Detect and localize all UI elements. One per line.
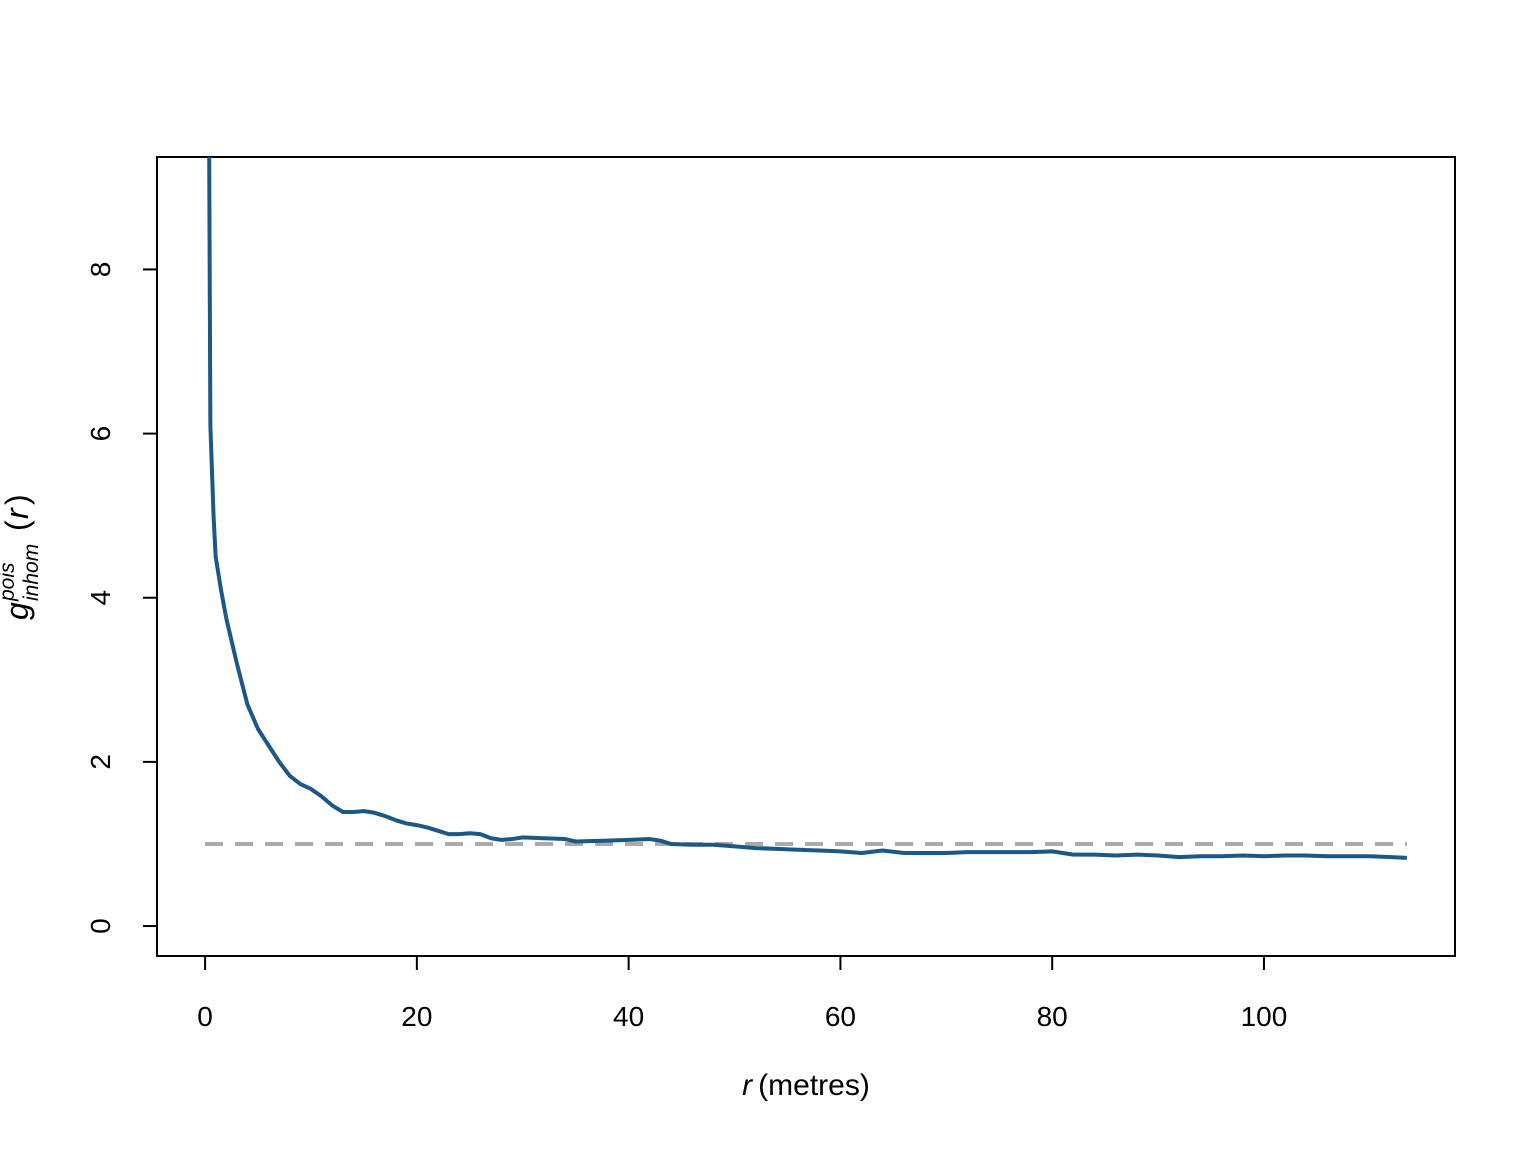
y-tick-label: 0 — [85, 918, 116, 934]
y-label-open: ( — [0, 520, 35, 531]
y-label-superscript: pois — [0, 562, 19, 602]
y-label-symbol: g — [0, 602, 35, 620]
y-label-close: ) — [0, 494, 35, 505]
x-tick-label: 0 — [197, 1001, 213, 1032]
y-tick-label: 8 — [85, 262, 116, 278]
x-tick-label: 80 — [1037, 1001, 1068, 1032]
y-label-argument: r — [0, 507, 35, 519]
x-tick-label: 100 — [1241, 1001, 1288, 1032]
x-tick-label: 20 — [401, 1001, 432, 1032]
y-tick-label: 4 — [85, 590, 116, 606]
x-label-symbol: r — [742, 1069, 753, 1102]
y-tick-label: 6 — [85, 426, 116, 442]
data-line — [207, 157, 1408, 860]
x-tick-label: 40 — [613, 1001, 644, 1032]
x-label-unit: (metres) — [758, 1069, 870, 1102]
x-tick-label: 60 — [825, 1001, 856, 1032]
plot-frame — [156, 156, 1456, 957]
y-label-subscript: inhom — [20, 544, 43, 601]
y-axis-label: g pois inhom ( r ) — [0, 494, 43, 620]
plot-area — [205, 157, 1408, 860]
y-tick-label: 2 — [85, 754, 116, 770]
x-axis-label: r (metres) — [742, 1069, 870, 1102]
